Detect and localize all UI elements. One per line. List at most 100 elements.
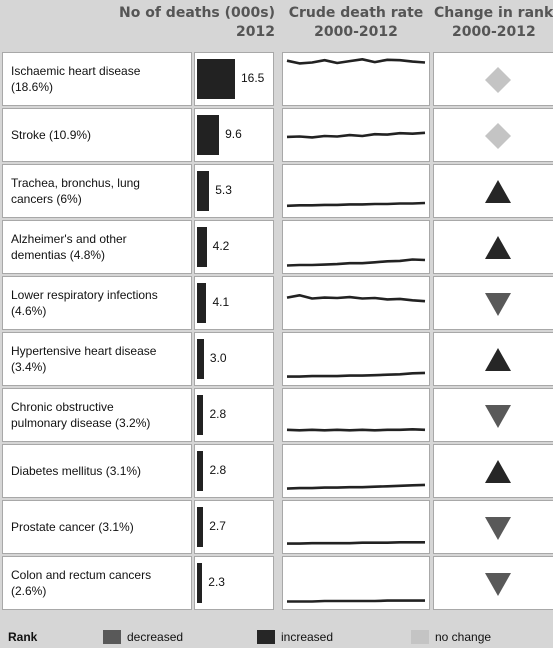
legend-increased-swatch [257,630,275,644]
cause-label-line: (4.6%) [11,304,47,318]
deaths-value-label: 3.0 [209,351,227,365]
rank-increased-icon [485,236,511,259]
trend-sparkline-svg [286,293,426,303]
deaths-bar [197,451,204,491]
cause-label-line: Diabetes mellitus (3.1%) [11,464,142,478]
rate-header: Crude death rate 2000-2012 [282,4,430,42]
deaths-bar-cell: 2.8 [194,388,274,442]
trend-cell [282,556,430,610]
rank-change-cell [433,332,553,386]
rank-change-cell [433,220,553,274]
cause-label: Ischaemic heart disease (18.6%) [11,63,140,95]
cause-label-line: Alzheimer's and other [11,232,127,246]
rank-change-cell [433,500,553,554]
trend-sparkline-svg [286,58,426,65]
rank-no-change-icon-shape [485,123,511,149]
cause-label: Alzheimer's and other dementias (4.8%) [11,231,127,263]
trend-sparkline-svg [286,201,426,208]
deaths-bar-cell: 2.3 [194,556,274,610]
trend-cell [282,500,430,554]
cause-label-line: Prostate cancer (3.1%) [11,520,134,534]
rank-change-cell [433,556,553,610]
deaths-bar-cell: 4.1 [194,276,274,330]
rate-header-line1: Crude death rate [288,5,424,21]
deaths-value-label: 2.8 [209,463,227,477]
trend-cell [282,332,430,386]
deaths-bar [197,115,220,155]
deaths-value-label: 2.8 [209,407,227,421]
rank-increased-icon-shape [485,180,511,203]
trend-cell [282,108,430,162]
deaths-value-label: 2.3 [208,575,225,589]
trend-cell [282,52,430,106]
cause-label-line: (3.4%) [11,360,47,374]
deaths-bar [197,283,207,323]
rank-increased-icon [485,460,511,483]
trend-sparkline-svg [286,483,426,490]
rank-change-cell [433,164,553,218]
cause-label-line: (2.6%) [11,584,47,598]
trend-sparkline-svg [286,427,426,432]
rank-no-change-icon-shape [485,67,511,93]
trend-line [286,293,426,303]
deaths-bar [197,171,210,211]
trend-line [286,427,426,432]
trend-line [286,131,426,139]
cause-label-cell: Lower respiratory infections (4.6%) [2,276,192,330]
deaths-bar [197,395,204,435]
cause-label-cell: Chronic obstructive pulmonary disease (3.… [2,388,192,442]
legend-no-change-label: no change [435,630,492,644]
cause-label-line: Lower respiratory infections [11,288,158,302]
deaths-bar-cell: 5.3 [194,164,274,218]
deaths-value-label: 9.6 [225,127,242,141]
cause-label: Trachea, bronchus, lung cancers (6%) [11,175,140,207]
deaths-bar-cell: 2.7 [194,500,274,554]
cause-label-line: dementias (4.8%) [11,248,106,262]
trend-line [286,58,426,65]
cause-label-cell: Stroke (10.9%) [2,108,192,162]
cause-label-line: Hypertensive heart disease [11,344,157,358]
cause-label: Chronic obstructive pulmonary disease (3.… [11,399,150,431]
legend-decreased-label: decreased [127,630,184,644]
deaths-bar-cell: 2.8 [194,444,274,498]
cause-label-line: Ischaemic heart disease [11,64,141,78]
deaths-value-label: 4.2 [212,239,230,253]
trend-line [287,540,425,545]
deaths-bar [197,563,203,603]
rank-increased-icon-shape [485,460,511,483]
rank-change-cell [433,276,553,330]
trend-cell [282,276,430,330]
cause-label-cell: Alzheimer's and other dementias (4.8%) [2,220,192,274]
cause-label-cell: Diabetes mellitus (3.1%) [2,444,192,498]
cause-label-cell: Colon and rectum cancers (2.6%) [2,556,192,610]
legend-increased-label: increased [281,630,334,644]
rank-decreased-icon [485,517,511,540]
trend-sparkline-svg [287,371,426,378]
cause-label-line: Stroke (10.9%) [11,128,92,142]
deaths-value-label: 5.3 [215,183,232,197]
trend-sparkline-svg [286,258,426,267]
rank-decreased-icon [485,293,511,316]
cause-label: Colon and rectum cancers (2.6%) [11,567,151,599]
trend-line [286,201,426,208]
trend-cell [282,388,430,442]
deaths-header-line2: 2012 [236,24,275,40]
trend-cell [282,220,430,274]
cause-label-line: cancers (6%) [11,192,82,206]
deaths-header: No of deaths (000s) 2012 [119,4,275,42]
legend-title: Rank [8,630,38,644]
cause-label-cell: Trachea, bronchus, lung cancers (6%) [2,164,192,218]
deaths-value-label: 2.7 [209,519,226,533]
trend-line [287,371,426,378]
cause-label: Stroke (10.9%) [11,127,91,143]
deaths-value-label: 16.5 [241,71,265,85]
cause-label-cell: Prostate cancer (3.1%) [2,500,192,554]
rank-decreased-icon-shape [485,293,511,316]
cause-label-line: Trachea, bronchus, lung [11,176,140,190]
rank-increased-icon-shape [485,348,511,371]
rank-no-change-icon [485,123,511,149]
rank-decreased-icon [485,573,511,596]
deaths-header-line1: No of deaths (000s) [119,5,275,21]
rank-decreased-icon-shape [485,573,511,596]
trend-line [286,483,426,490]
